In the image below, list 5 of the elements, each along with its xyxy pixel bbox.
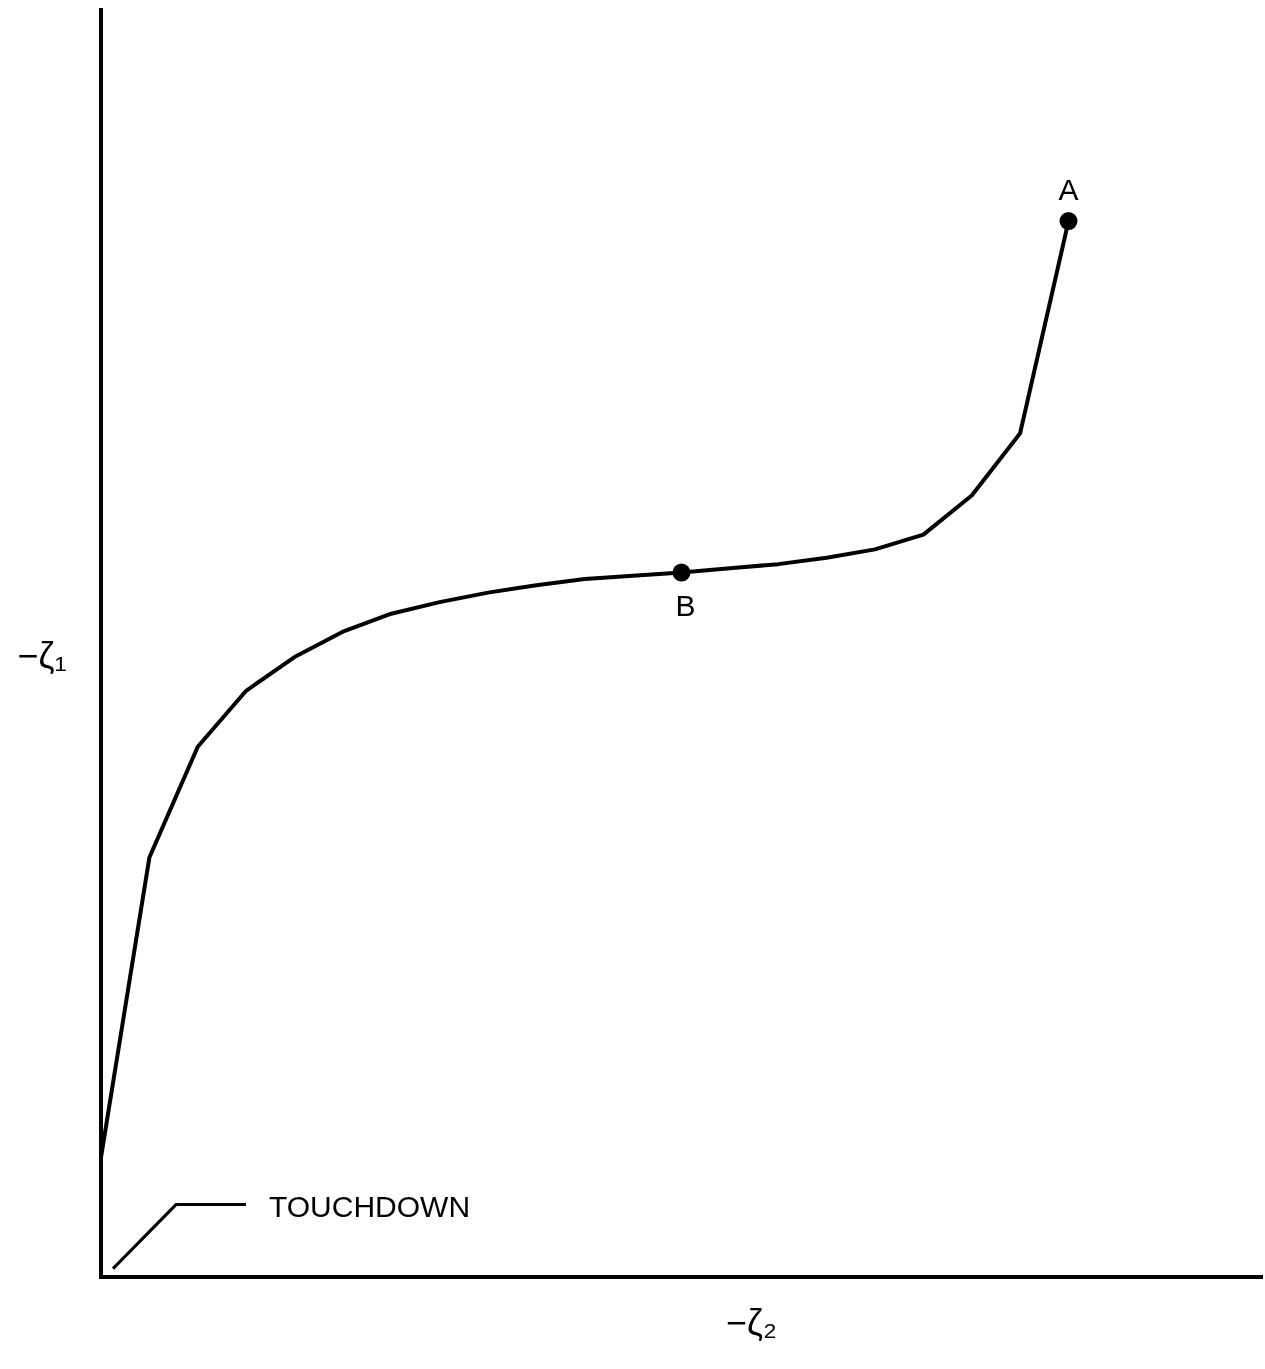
y-axis-title: −ζ₁: [17, 635, 67, 677]
annotation: A: [1058, 173, 1079, 207]
x-axis-title: −ζ₂: [726, 1301, 777, 1343]
annotation: TOUCHDOWN: [269, 1189, 471, 1223]
annotation: B: [675, 588, 696, 622]
